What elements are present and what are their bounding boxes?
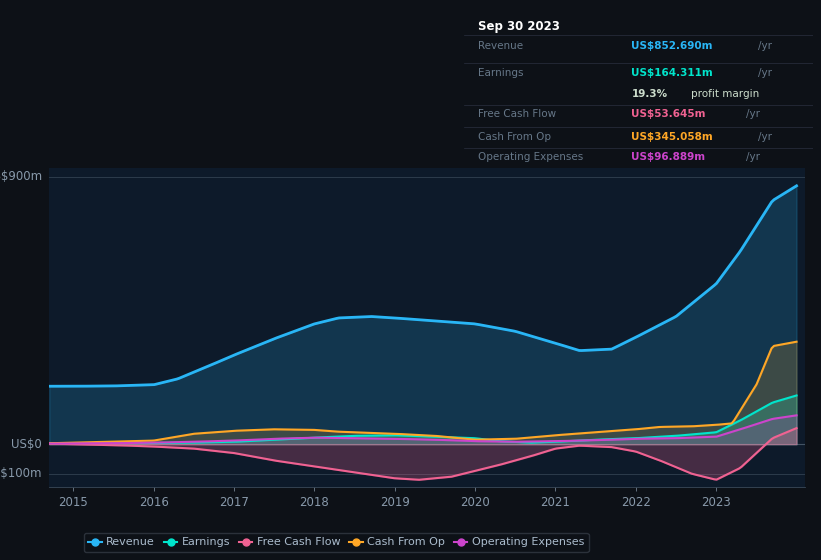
Text: Operating Expenses: Operating Expenses bbox=[478, 152, 583, 162]
Text: US$96.889m: US$96.889m bbox=[631, 152, 705, 162]
Text: Free Cash Flow: Free Cash Flow bbox=[478, 109, 556, 119]
Text: /yr: /yr bbox=[758, 132, 772, 142]
Text: US$164.311m: US$164.311m bbox=[631, 68, 713, 78]
Text: /yr: /yr bbox=[758, 68, 772, 78]
Text: US$345.058m: US$345.058m bbox=[631, 132, 713, 142]
Text: profit margin: profit margin bbox=[690, 88, 759, 99]
Text: Cash From Op: Cash From Op bbox=[478, 132, 551, 142]
Legend: Revenue, Earnings, Free Cash Flow, Cash From Op, Operating Expenses: Revenue, Earnings, Free Cash Flow, Cash … bbox=[84, 533, 589, 552]
Text: /yr: /yr bbox=[746, 152, 760, 162]
Text: Revenue: Revenue bbox=[478, 41, 523, 51]
Text: US$852.690m: US$852.690m bbox=[631, 41, 713, 51]
Text: /yr: /yr bbox=[746, 109, 760, 119]
Text: /yr: /yr bbox=[758, 41, 772, 51]
Text: -US$100m: -US$100m bbox=[0, 468, 42, 480]
Text: Earnings: Earnings bbox=[478, 68, 523, 78]
Text: US$900m: US$900m bbox=[0, 170, 42, 184]
Text: 19.3%: 19.3% bbox=[631, 88, 667, 99]
Text: US$53.645m: US$53.645m bbox=[631, 109, 706, 119]
Text: Sep 30 2023: Sep 30 2023 bbox=[478, 20, 560, 33]
Text: US$0: US$0 bbox=[11, 438, 42, 451]
